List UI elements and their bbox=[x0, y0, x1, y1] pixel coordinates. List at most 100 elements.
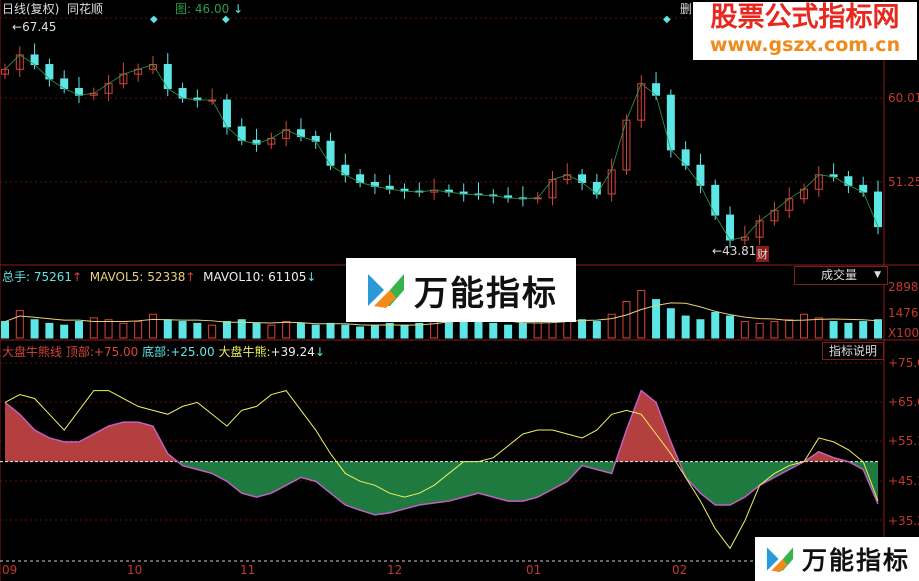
volume-bar bbox=[326, 322, 335, 339]
volume-axis-label: X100 bbox=[888, 326, 919, 340]
volume-bar bbox=[74, 321, 83, 339]
diamond-marker-icon[interactable]: ◆ bbox=[663, 14, 671, 25]
time-axis-label: 09 bbox=[2, 563, 18, 577]
volume-bar bbox=[163, 319, 172, 339]
indicator-axis-label: +55.1 bbox=[888, 434, 919, 448]
corner-logo: 万能指标 bbox=[755, 537, 919, 581]
volume-bar bbox=[296, 322, 305, 339]
volume-bar bbox=[400, 324, 409, 339]
mavol5-label: MAVOL5: bbox=[89, 270, 144, 284]
finance-marker[interactable]: 财 bbox=[756, 246, 769, 262]
volume-bar bbox=[518, 322, 527, 339]
volume-bar bbox=[311, 324, 320, 339]
mavol10-value: 61105 bbox=[268, 270, 307, 284]
volume-axis-label: 2898 bbox=[888, 280, 919, 294]
volume-bar bbox=[592, 321, 601, 339]
mavol10-label: MAVOL10: bbox=[203, 270, 265, 284]
arrow-up-icon: ↑ bbox=[185, 270, 196, 284]
volume-bar bbox=[148, 313, 157, 339]
volume-bar bbox=[652, 299, 661, 339]
stock-name: 同花顺 bbox=[67, 2, 104, 16]
top-label: 顶部: bbox=[65, 345, 94, 359]
volume-bar bbox=[134, 321, 143, 339]
current-value: +39.24 bbox=[270, 345, 315, 359]
volume-bar bbox=[844, 322, 853, 339]
price-axis-label: 60.01 bbox=[888, 91, 919, 105]
total-value: 75261 bbox=[33, 270, 73, 284]
diamond-marker-icon[interactable]: ◆ bbox=[150, 14, 158, 25]
volume-bar bbox=[578, 319, 587, 339]
volume-bar bbox=[30, 319, 39, 339]
volume-bar bbox=[1, 321, 9, 339]
volume-bar bbox=[385, 322, 394, 339]
logo-icon bbox=[766, 547, 794, 573]
mavol5-value: 52338 bbox=[147, 270, 186, 284]
volume-bar bbox=[178, 321, 187, 339]
volume-bar bbox=[119, 322, 128, 339]
volume-bar bbox=[785, 319, 794, 339]
diamond-marker-icon[interactable]: ◆ bbox=[222, 14, 230, 25]
bottom-value: +25.00 bbox=[170, 345, 215, 359]
volume-bar bbox=[696, 319, 705, 339]
volume-bar bbox=[459, 319, 468, 339]
volume-bar bbox=[370, 324, 379, 339]
indicator-name: 大盘牛熊线 bbox=[2, 345, 63, 359]
indicator-selector[interactable]: 成交量 ▼ bbox=[794, 266, 888, 285]
volume-bar bbox=[341, 324, 350, 339]
time-axis-label: 01 bbox=[526, 563, 542, 577]
time-axis-label: 12 bbox=[387, 563, 403, 577]
volume-bar bbox=[622, 300, 631, 339]
low-price-label: ←43.81 bbox=[712, 244, 757, 258]
indicator-axis-label: +75.0 bbox=[888, 356, 919, 370]
logo-icon bbox=[368, 274, 404, 308]
time-axis-label: 02 bbox=[672, 563, 688, 577]
volume-bar bbox=[267, 324, 276, 339]
mavol-line bbox=[4, 302, 879, 326]
volume-bar bbox=[755, 322, 764, 339]
volume-bar bbox=[681, 315, 690, 339]
time-axis-label: 11 bbox=[240, 563, 256, 577]
top-right-button[interactable]: 删 bbox=[680, 2, 693, 16]
volume-bar bbox=[89, 317, 98, 339]
top-value: +75.00 bbox=[93, 345, 139, 359]
volume-bar bbox=[60, 324, 69, 339]
volume-bar bbox=[356, 326, 365, 339]
site-watermark: 股票公式指标网 www.gszx.com.cn bbox=[693, 2, 917, 60]
selector-value: 成交量 bbox=[821, 268, 858, 282]
price-axis-label: 51.25 bbox=[888, 175, 919, 189]
arrow-down-icon: ↓ bbox=[314, 345, 325, 359]
indicator-axis-label: +65.0 bbox=[888, 395, 919, 409]
tool-readout: 图: 46.00 ↓ bbox=[175, 2, 244, 16]
volume-bar bbox=[637, 289, 646, 339]
volume-bar bbox=[829, 321, 838, 339]
tool-label: 图 bbox=[175, 2, 188, 16]
bottom-label: 底部: bbox=[142, 345, 171, 359]
indicator-help-button[interactable]: 指标说明 bbox=[822, 342, 885, 360]
arrow-down-icon: ↓ bbox=[306, 270, 317, 284]
logo-text: 万能指标 bbox=[801, 546, 910, 575]
bear-area bbox=[177, 461, 878, 515]
arrow-up-icon: ↑ bbox=[72, 270, 83, 284]
volume-bar bbox=[504, 324, 513, 339]
indicator-axis-label: +45.1 bbox=[888, 474, 919, 488]
dropdown-arrow-icon: ▼ bbox=[874, 270, 881, 280]
time-axis-label: 10 bbox=[127, 563, 143, 577]
volume-bar bbox=[474, 321, 483, 339]
total-label: 总手: bbox=[2, 270, 31, 284]
volume-bar bbox=[814, 317, 823, 339]
volume-bar bbox=[489, 322, 498, 339]
volume-bar bbox=[859, 321, 868, 339]
close-line bbox=[4, 54, 879, 241]
volume-bar bbox=[874, 319, 882, 339]
arrow-down-icon: ↓ bbox=[233, 2, 244, 16]
chart-title: 日线(复权) 同花顺 bbox=[2, 0, 103, 17]
volume-bar bbox=[282, 321, 291, 339]
volume-bar bbox=[222, 321, 231, 339]
center-logo: 万能指标 bbox=[346, 258, 576, 322]
signal-line bbox=[4, 390, 879, 550]
candle-body bbox=[874, 191, 882, 228]
volume-bar bbox=[45, 322, 54, 339]
volume-bar bbox=[711, 311, 720, 339]
